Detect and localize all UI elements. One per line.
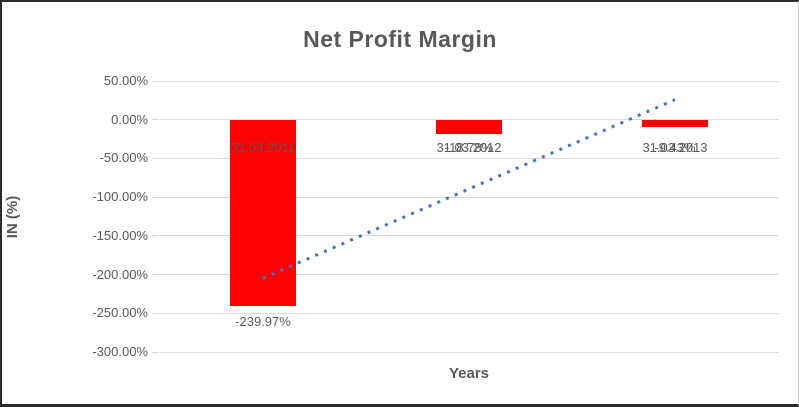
y-axis-tick-label: -250.00% — [92, 305, 148, 321]
x-axis-title: Years — [448, 365, 490, 382]
bar — [642, 119, 708, 127]
data-label: -239.97% — [235, 313, 291, 329]
y-axis-tick — [152, 351, 159, 353]
y-axis-tick — [152, 312, 159, 314]
gridline — [160, 312, 778, 314]
y-axis-tick-label: 0.00% — [111, 111, 148, 127]
y-axis-tick — [152, 235, 159, 237]
y-axis-tick-label: -150.00% — [92, 227, 148, 243]
y-axis-title: IN (%) — [4, 195, 21, 239]
y-axis-tick-label: 50.00% — [103, 73, 148, 88]
gridline — [160, 351, 778, 353]
y-axis-tick — [152, 274, 159, 276]
category-label: 31.03.2011 — [230, 140, 296, 155]
y-axis-tick-label: -100.00% — [92, 189, 148, 205]
bar — [436, 119, 502, 135]
y-axis-tick-label: -200.00% — [92, 266, 148, 282]
y-axis-tick — [152, 196, 159, 198]
data-label: -9.43% — [654, 140, 696, 155]
gridline — [160, 80, 778, 82]
data-label: -18.78% — [444, 140, 494, 155]
y-axis-tick — [152, 80, 159, 82]
chart-title: Net Profit Margin — [303, 26, 497, 52]
y-axis-tick — [152, 157, 159, 159]
y-axis-tick-label: -50.00% — [99, 150, 148, 166]
y-axis-tick-label: -300.00% — [92, 344, 148, 359]
y-axis-tick — [152, 119, 159, 121]
